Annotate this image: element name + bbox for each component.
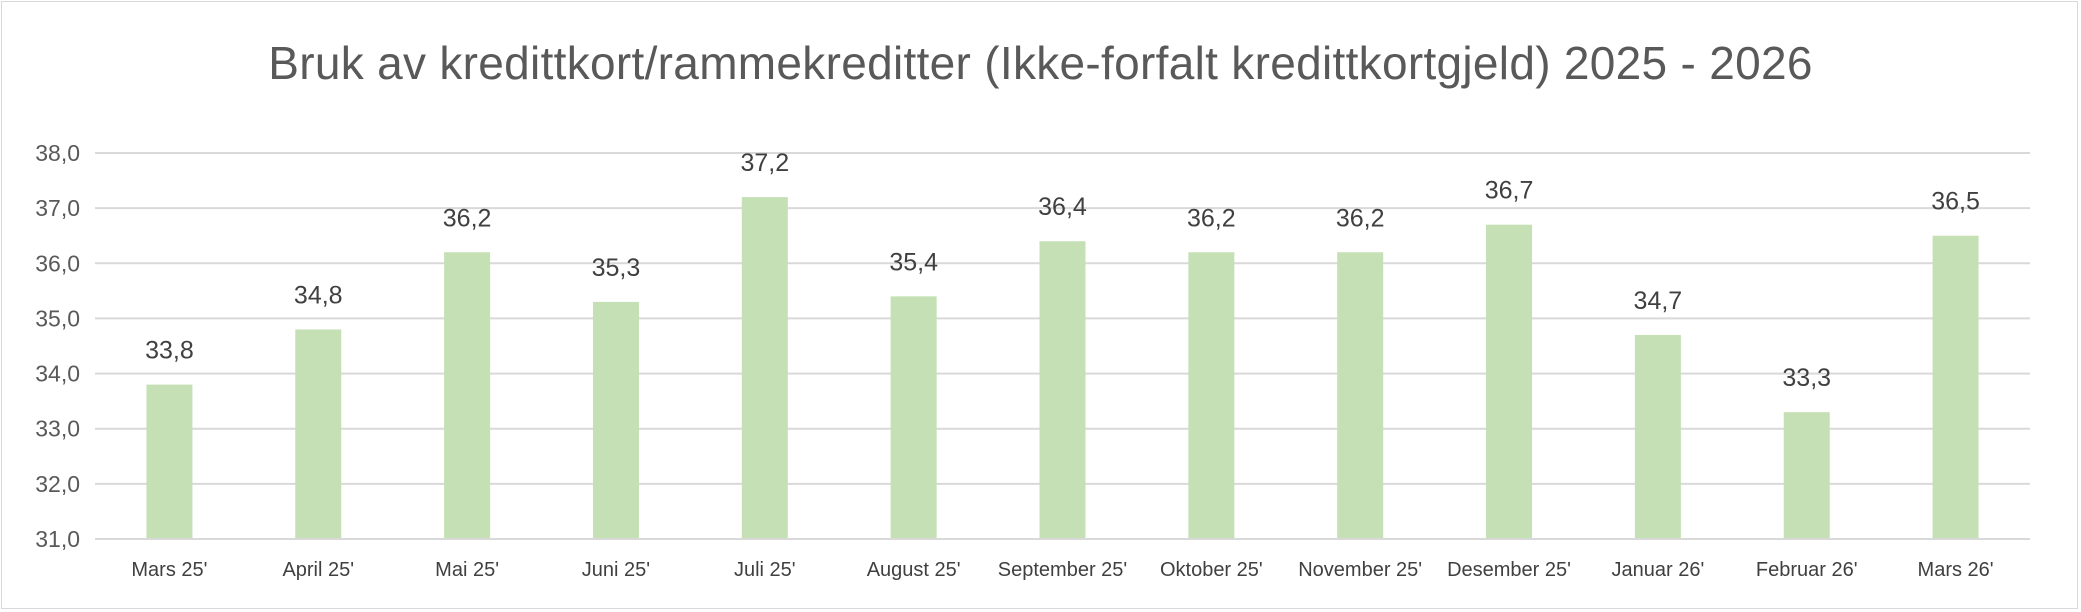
category-label: Mai 25' [435, 559, 499, 581]
bar [1188, 252, 1235, 539]
category-label: Februar 26' [1756, 559, 1858, 581]
bar [741, 197, 788, 539]
y-tick-label: 32,0 [35, 471, 80, 497]
data-label: 36,2 [443, 204, 492, 232]
category-label: Juni 25' [582, 559, 650, 581]
category-label: Oktober 25' [1160, 559, 1263, 581]
bar [1932, 235, 1979, 539]
data-label: 35,4 [889, 248, 938, 276]
category-label: November 25' [1298, 559, 1422, 581]
y-tick-label: 36,0 [35, 250, 80, 276]
category-label: Desember 25' [1447, 559, 1571, 581]
data-label: 35,3 [592, 254, 641, 282]
data-label: 34,7 [1634, 287, 1683, 315]
data-label: 34,8 [294, 281, 343, 309]
y-tick-label: 33,0 [35, 416, 80, 442]
y-tick-label: 35,0 [35, 305, 80, 331]
bar [444, 252, 491, 539]
y-tick-label: 38,0 [35, 140, 80, 166]
bar [1486, 224, 1533, 539]
y-tick-label: 31,0 [35, 526, 80, 552]
bar [1634, 334, 1681, 539]
category-label: Juli 25' [734, 559, 796, 581]
data-label: 33,3 [1782, 364, 1831, 392]
data-label: 33,8 [145, 337, 194, 365]
bar [1337, 252, 1384, 539]
category-label: Januar 26' [1611, 559, 1704, 581]
bar [890, 296, 937, 539]
data-label: 36,7 [1485, 177, 1534, 205]
data-label: 36,2 [1187, 204, 1236, 232]
bar [1783, 412, 1830, 539]
bar [146, 384, 193, 539]
category-label: August 25' [867, 559, 961, 581]
data-label: 36,5 [1931, 188, 1980, 216]
category-label: April 25' [282, 559, 354, 581]
bar [295, 329, 342, 539]
chart-title: Bruk av kredittkort/rammekreditter (Ikke… [268, 37, 1813, 89]
y-tick-label: 37,0 [35, 195, 80, 221]
y-tick-label: 34,0 [35, 361, 80, 387]
category-label: Mars 26' [1918, 559, 1994, 581]
category-label: Mars 25' [131, 559, 207, 581]
data-label: 36,4 [1038, 193, 1087, 221]
bar [1039, 241, 1086, 539]
bar [592, 301, 639, 539]
data-label: 37,2 [740, 149, 789, 177]
data-label: 36,2 [1336, 204, 1385, 232]
category-label: September 25' [998, 559, 1127, 581]
